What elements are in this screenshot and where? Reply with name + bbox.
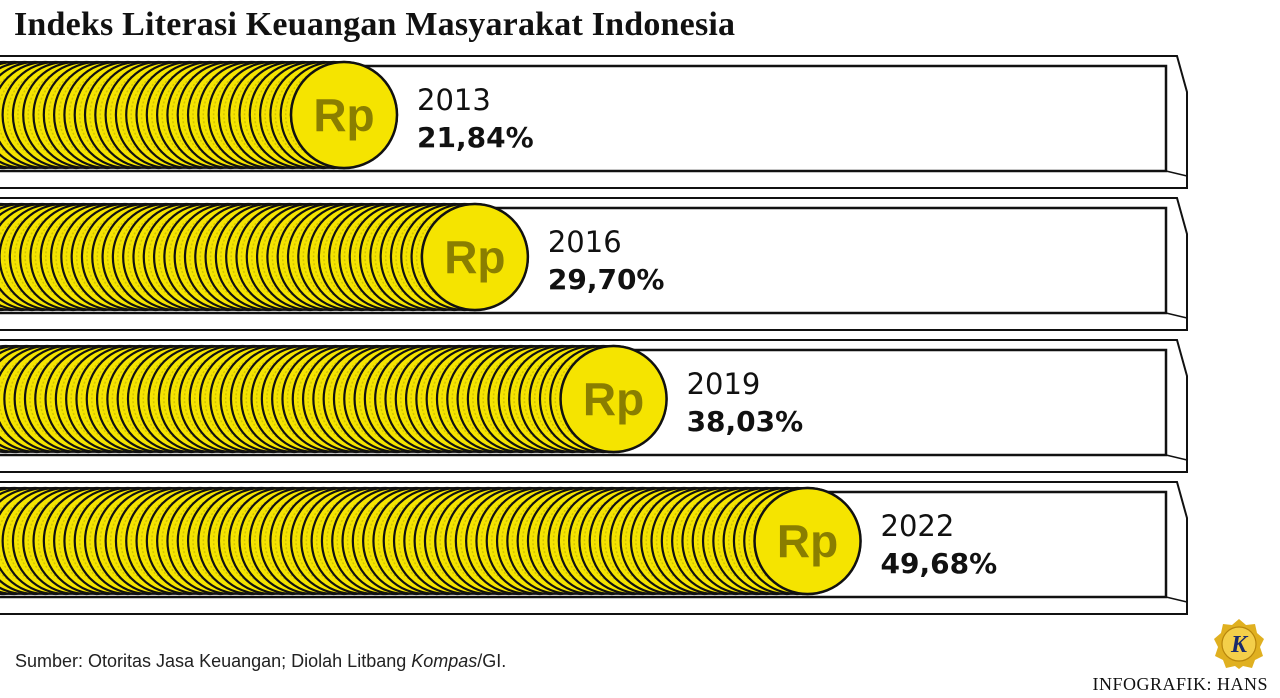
data-label-2013: 21,84% [417,121,534,154]
bar-row-2016: Rp 2016 29,70% [0,197,1188,331]
coin-front [289,60,399,170]
bar-frame-edge [1165,170,1188,177]
source-italic: Kompas [411,651,478,671]
chart-title: Indeks Literasi Keuangan Masyarakat Indo… [14,6,736,43]
bar-2019: Rp [0,344,668,454]
bar-row-2013: Rp 2013 21,84% [0,55,1188,189]
coin-label: Rp [777,515,838,567]
bar-row-2022: Rp 2022 49,68% [0,481,1188,615]
data-label-2022: 49,68% [881,547,998,580]
source-note: Sumber: Otoritas Jasa Keuangan; Diolah L… [15,651,506,672]
source-prefix: Sumber: Otoritas Jasa Keuangan; Diolah L… [15,651,412,671]
category-label-2019: 2019 [687,367,761,401]
coin-front [559,344,668,454]
coin-label: Rp [583,373,644,425]
bar-2022: Rp [0,486,862,596]
source-suffix: /GI. [477,651,507,671]
coin-label: Rp [313,89,374,141]
kompas-logo-icon: K [1214,619,1264,669]
chart-area: Rp 2013 21,84% Rp 2016 29,70% Rp 2019 38,03% Rp 20… [0,55,1188,615]
bar-frame-edge [1165,454,1188,461]
coin-front [753,486,862,596]
bar-2016: Rp [0,202,530,312]
infographic-credit: INFOGRAFIK: HANS [1092,674,1268,694]
data-label-2016: 29,70% [548,263,665,296]
logo-ring [1221,626,1257,662]
category-label-2013: 2013 [417,83,491,117]
category-label-2016: 2016 [548,225,622,259]
bar-row-2019: Rp 2019 38,03% [0,339,1188,473]
coin-front [420,202,530,312]
logo-letter: K [1230,632,1249,658]
bar-frame-edge [1165,312,1188,319]
bar-2013: Rp [0,60,399,170]
category-label-2022: 2022 [881,509,955,543]
data-label-2019: 38,03% [687,405,804,438]
coin-label: Rp [444,231,505,283]
bar-frame-edge [1165,596,1188,603]
